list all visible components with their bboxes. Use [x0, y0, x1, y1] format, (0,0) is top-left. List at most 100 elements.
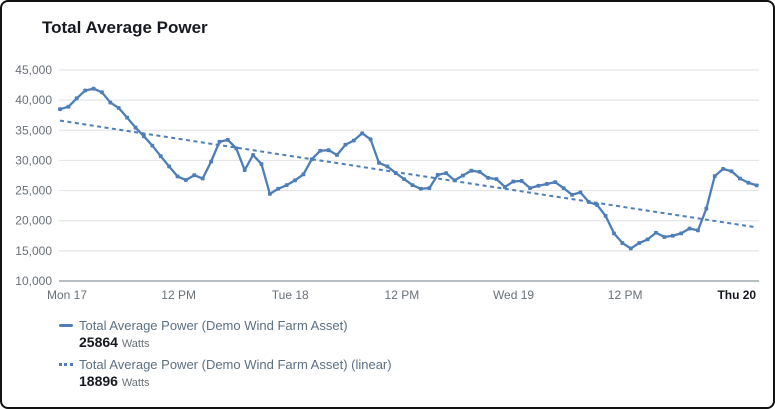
solid-line-swatch-icon	[59, 324, 73, 327]
data-point-marker	[696, 228, 700, 233]
data-point-marker	[318, 148, 323, 153]
data-point-marker	[536, 183, 541, 188]
data-point-marker	[377, 160, 381, 165]
data-point-marker	[58, 107, 62, 112]
data-point-marker	[486, 176, 490, 180]
data-point-marker	[150, 143, 155, 148]
data-point-marker	[410, 183, 415, 188]
data-point-marker	[200, 176, 205, 181]
svg-text:12 PM: 12 PM	[608, 288, 643, 302]
data-point-marker	[259, 162, 264, 166]
data-point-marker	[544, 182, 549, 186]
data-point-marker	[477, 169, 482, 174]
svg-text:40,000: 40,000	[15, 93, 52, 107]
data-point-marker	[712, 174, 717, 179]
data-point-marker	[142, 134, 146, 139]
svg-text:Mon 17: Mon 17	[47, 288, 87, 302]
series-total-average-power	[58, 86, 759, 251]
data-point-marker	[293, 178, 297, 183]
data-point-marker	[91, 86, 96, 91]
svg-text:25,000: 25,000	[15, 184, 52, 198]
data-point-marker	[721, 166, 726, 171]
data-point-marker	[175, 174, 180, 179]
data-point-marker	[452, 178, 457, 183]
svg-text:10,000: 10,000	[15, 274, 52, 288]
data-point-marker	[679, 231, 684, 236]
data-point-marker	[267, 191, 272, 196]
data-point-marker	[116, 106, 121, 110]
data-point-marker	[419, 186, 423, 191]
data-point-marker	[192, 173, 197, 178]
data-point-marker	[125, 115, 130, 120]
legend-value-number: 25864	[79, 334, 118, 350]
legend-unit: Watts	[121, 377, 150, 389]
svg-text:30,000: 30,000	[15, 153, 52, 167]
svg-text:45,000: 45,000	[15, 63, 52, 77]
legend-item-power: Total Average Power (Demo Wind Farm Asse…	[59, 318, 348, 353]
data-point-marker	[754, 183, 759, 188]
data-point-marker	[553, 180, 558, 185]
data-point-marker	[66, 104, 71, 109]
svg-text:12 PM: 12 PM	[161, 288, 196, 302]
data-point-marker	[620, 241, 625, 245]
data-point-marker	[351, 138, 356, 143]
data-point-marker	[368, 137, 373, 142]
data-point-marker	[326, 148, 331, 153]
legend-value: 18896 Watts	[79, 373, 392, 392]
power-chart[interactable]: 45,000 40,000 35,000 30,000 25,000 20,000 15,0…	[2, 57, 775, 307]
data-point-marker	[704, 206, 709, 211]
data-point-marker	[637, 241, 642, 245]
svg-text:Wed 19: Wed 19	[493, 288, 534, 302]
data-point-marker	[578, 190, 583, 195]
svg-text:15,000: 15,000	[15, 244, 52, 258]
data-point-marker	[645, 237, 650, 242]
legend-value: 25864 Watts	[79, 334, 348, 353]
data-point-marker	[738, 176, 742, 181]
legend-value-number: 18896	[79, 373, 118, 389]
svg-text:Thu 20: Thu 20	[717, 288, 756, 302]
gridlines	[59, 69, 759, 282]
legend-unit: Watts	[121, 338, 150, 350]
dotted-line-swatch-icon	[59, 363, 73, 366]
data-point-marker	[628, 246, 633, 251]
legend-label: Total Average Power (Demo Wind Farm Asse…	[79, 318, 348, 333]
data-point-marker	[402, 177, 407, 182]
data-point-marker	[528, 186, 532, 191]
data-point-marker	[385, 164, 390, 169]
data-point-marker	[301, 172, 306, 177]
data-point-marker	[511, 179, 516, 184]
data-point-marker	[167, 164, 172, 169]
data-point-marker	[217, 139, 222, 144]
data-point-marker	[276, 186, 281, 191]
data-point-marker	[83, 88, 88, 93]
data-point-marker	[335, 153, 339, 157]
data-point-marker	[284, 183, 289, 188]
data-point-marker	[225, 138, 230, 142]
data-point-marker	[100, 90, 104, 95]
data-point-marker	[242, 168, 247, 172]
data-point-marker	[234, 146, 239, 151]
data-point-marker	[603, 213, 608, 218]
data-point-marker	[108, 100, 113, 105]
data-point-marker	[612, 231, 616, 236]
data-point-marker	[343, 142, 348, 147]
x-axis-labels: Mon 17 12 PM Tue 18 12 PM Wed 19 12 PM Thu 20	[47, 288, 756, 302]
data-point-marker	[393, 171, 398, 175]
data-point-marker	[133, 125, 138, 130]
chart-title: Total Average Power	[42, 18, 208, 37]
data-point-marker	[251, 153, 255, 157]
legend-item-power-linear: Total Average Power (Demo Wind Farm Asse…	[59, 357, 392, 392]
data-point-marker	[586, 200, 591, 204]
data-point-marker	[662, 235, 667, 239]
data-point-marker	[746, 180, 751, 185]
series-line	[58, 87, 758, 250]
data-point-marker	[670, 233, 675, 238]
data-point-marker	[502, 185, 507, 189]
data-point-marker	[461, 173, 465, 178]
data-point-marker	[309, 157, 314, 162]
data-point-marker	[427, 186, 432, 191]
data-point-marker	[570, 192, 574, 197]
svg-text:20,000: 20,000	[15, 214, 52, 228]
data-point-marker	[184, 178, 188, 182]
